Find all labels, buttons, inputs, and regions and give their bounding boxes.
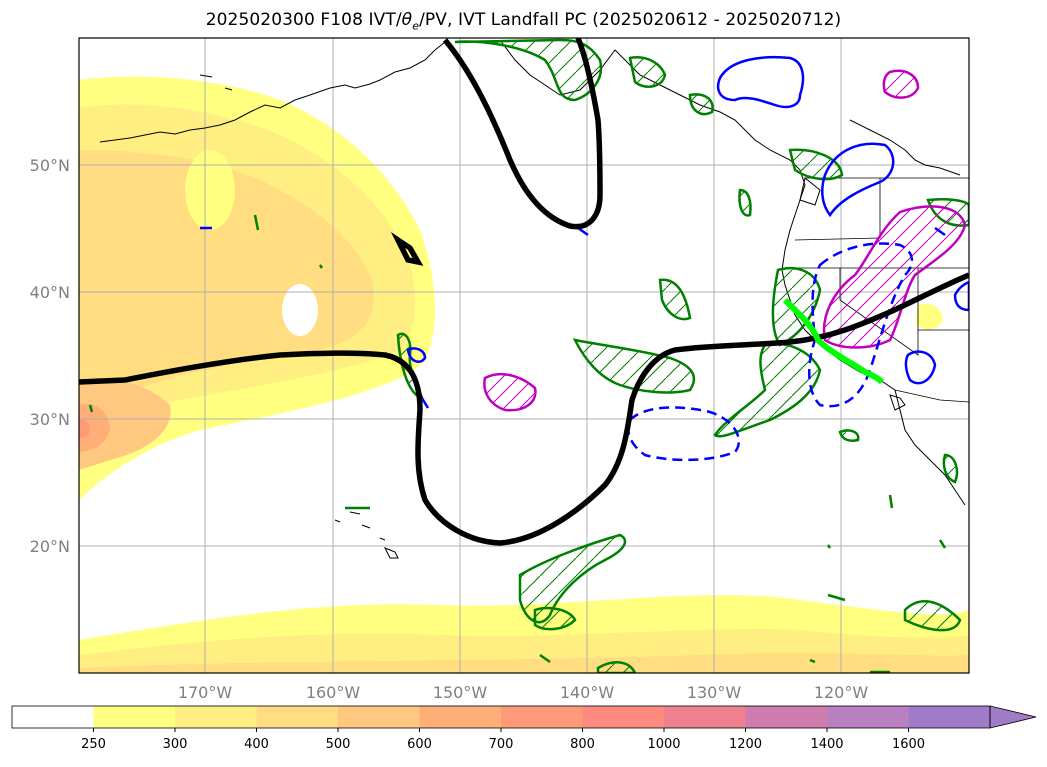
colorbar-tick-label: 500 (326, 737, 351, 752)
pv-magenta-contours (483, 69, 967, 412)
colorbar-tick-label: 1600 (892, 737, 925, 752)
colorbar-tick-label: 1000 (647, 737, 680, 752)
title-suffix: /PV, IVT Landfall PC (2025020612 - 20250… (419, 10, 842, 30)
title-theta: θ (401, 10, 413, 30)
lon-label-170: 170°W (178, 683, 233, 702)
colorbar-swatch (419, 706, 502, 728)
lon-label-120: 120°W (814, 683, 869, 702)
colorbar-tick-label: 700 (489, 737, 514, 752)
map-frame (78, 37, 970, 674)
lon-label-140: 140°W (560, 683, 615, 702)
lat-labels: 50°N 40°N 30°N 20°N (30, 156, 70, 556)
colorbar-swatch (256, 706, 339, 728)
title-theta-sub: e (412, 19, 420, 33)
ivt-blob-east (916, 303, 943, 330)
lon-labels: 170°W 160°W 150°W 140°W 130°W 120°W (178, 683, 869, 702)
colorbar-tick-label: 300 (163, 737, 188, 752)
colorbar-swatch (93, 706, 176, 728)
colorbar-swatch (12, 706, 94, 728)
lon-label-160: 160°W (306, 683, 361, 702)
map-area (79, 38, 969, 673)
colorbar-swatch (745, 706, 828, 728)
ivt-black-contour (79, 38, 969, 546)
colorbar-swatch (827, 706, 909, 728)
colorbar-tick-label: 400 (244, 737, 269, 752)
colorbar-tick-label: 1200 (729, 737, 762, 752)
colorbar-tick-label: 1400 (810, 737, 843, 752)
colorbar-extend-arrow (989, 705, 1037, 729)
colorbar-tick-label: 250 (81, 737, 106, 752)
ivt-band-south (79, 595, 969, 673)
map-title: 2025020300 F108 IVT/θe/PV, IVT Landfall … (0, 10, 1047, 32)
lon-label-130: 130°W (687, 683, 742, 702)
colorbar-swatch (338, 706, 420, 728)
colorbar-tick-label: 600 (407, 737, 432, 752)
title-prefix: 2025020300 F108 IVT/ (205, 10, 402, 30)
colorbar-swatch (175, 706, 257, 728)
coastlines (99, 39, 966, 559)
ivt-landfall-line (782, 297, 885, 385)
lat-label-20: 20°N (30, 537, 70, 556)
colorbar-swatch (664, 706, 746, 728)
colorbar-swatch (582, 706, 665, 728)
ivt-plume-north (79, 76, 436, 501)
lat-label-40: 40°N (30, 283, 70, 302)
pv-solid-contours (200, 55, 969, 409)
lat-label-50: 50°N (30, 156, 70, 175)
colorbar-swatch (908, 706, 991, 728)
lon-label-150: 150°W (433, 683, 488, 702)
colorbar: 250 300 400 500 600 700 800 1000 1200 1400 1600 (11, 705, 1037, 752)
colorbar-swatch (501, 706, 583, 728)
lat-label-30: 30°N (30, 410, 70, 429)
colorbar-tick-label: 800 (570, 737, 595, 752)
graticule (79, 38, 969, 673)
